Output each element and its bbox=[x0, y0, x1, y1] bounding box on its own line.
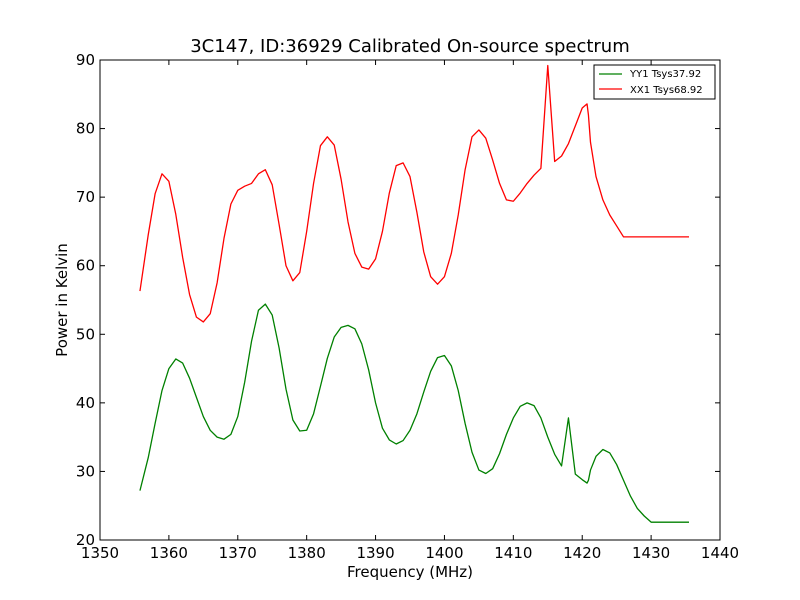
x-tick-label: 1400 bbox=[425, 544, 463, 562]
y-tick-label: 50 bbox=[76, 325, 95, 343]
legend: YY1 Tsys37.92 XX1 Tsys68.92 bbox=[593, 64, 716, 100]
y-axis: 20 30 40 50 60 70 80 90 bbox=[76, 51, 720, 549]
y-tick-label: 40 bbox=[76, 394, 95, 412]
series-line-xx1 bbox=[139, 64, 689, 323]
x-tick-label: 1380 bbox=[288, 544, 326, 562]
x-axis: 1350 1360 1370 1380 1390 1400 1410 1420 1430 1440 bbox=[81, 60, 739, 562]
y-tick-label: 30 bbox=[76, 462, 95, 480]
chart-title: 3C147, ID:36929 Calibrated On-source spe… bbox=[190, 36, 630, 57]
x-tick-label: 1410 bbox=[494, 544, 532, 562]
y-tick-label: 60 bbox=[76, 257, 95, 275]
y-tick-label: 20 bbox=[76, 531, 95, 549]
legend-label-xx1: XX1 Tsys68.92 bbox=[630, 85, 703, 96]
x-tick-label: 1390 bbox=[356, 544, 394, 562]
x-tick-label: 1430 bbox=[632, 544, 670, 562]
y-tick-label: 70 bbox=[76, 188, 95, 206]
series-layer bbox=[139, 64, 689, 523]
legend-label-yy1: YY1 Tsys37.92 bbox=[629, 69, 701, 80]
x-tick-label: 1440 bbox=[701, 544, 739, 562]
x-axis-label: Frequency (MHz) bbox=[347, 563, 473, 581]
plot-frame bbox=[99, 59, 721, 541]
x-tick-label: 1360 bbox=[150, 544, 188, 562]
y-tick-label: 90 bbox=[76, 51, 95, 69]
x-tick-label: 1420 bbox=[563, 544, 601, 562]
series-line-yy1 bbox=[139, 303, 689, 523]
x-tick-label: 1350 bbox=[81, 544, 119, 562]
legend-box bbox=[593, 64, 716, 100]
y-axis-label: Power in Kelvin bbox=[53, 243, 71, 357]
x-tick-label: 1370 bbox=[219, 544, 257, 562]
y-tick-label: 80 bbox=[76, 120, 95, 138]
